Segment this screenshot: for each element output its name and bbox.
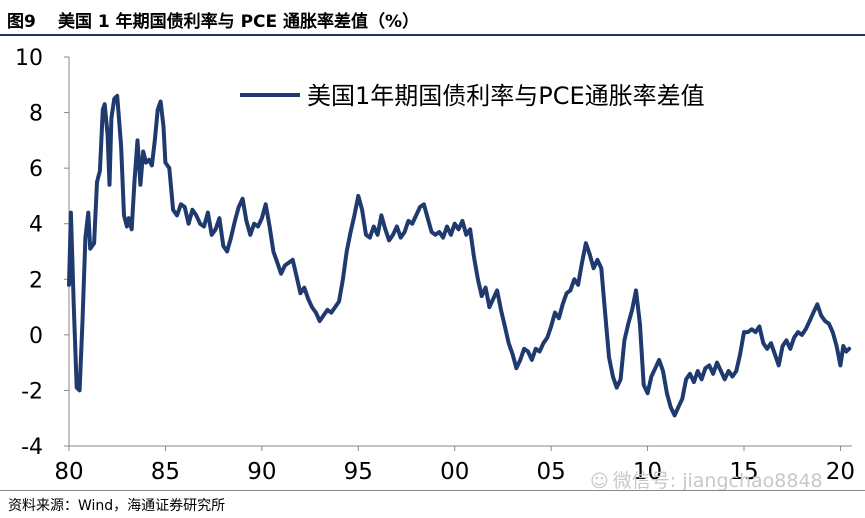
y-tick-label: 4	[29, 213, 43, 238]
wechat-icon: ☺	[590, 471, 609, 492]
y-tick-label: 10	[15, 46, 43, 71]
x-tick-label: 15	[729, 459, 758, 485]
y-axis: 10 8 6 4 2 0 -2 -4	[15, 46, 70, 460]
x-tick-label: 95	[344, 459, 373, 485]
source-note: 资料来源：Wind，海通证券研究所	[8, 498, 226, 514]
y-tick-label: 8	[29, 102, 43, 127]
y-tick-label: 0	[29, 324, 43, 349]
figure-title-bar: 图9 美国 1 年期国债利率与 PCE 通胀率差值（%）	[0, 0, 865, 34]
figure-title: 美国 1 年期国债利率与 PCE 通胀率差值（%）	[58, 12, 420, 32]
series-line	[67, 93, 852, 418]
wechat-watermark: ☺ 微信号: jiangchao8848	[590, 466, 823, 493]
series-layer	[67, 93, 852, 418]
x-tick-label: 00	[440, 459, 469, 485]
title-divider	[0, 34, 865, 36]
footer-divider	[0, 490, 865, 491]
y-tick-label: 2	[29, 268, 43, 293]
watermark-text: 微信号: jiangchao8848	[612, 470, 823, 492]
x-tick-label: 85	[151, 459, 180, 485]
y-tick-label: -2	[21, 379, 43, 404]
x-tick-label: 10	[633, 459, 662, 485]
y-tick-label: 6	[29, 157, 43, 182]
figure-label: 图9	[7, 12, 36, 32]
legend: 美国1年期国债利率与PCE通胀率差值	[240, 82, 705, 110]
x-axis: 80 85 90 95 00 05 10 15 20	[54, 445, 855, 485]
x-tick-label: 80	[54, 459, 83, 485]
x-tick-label: 20	[826, 459, 855, 485]
x-tick-label: 05	[537, 459, 566, 485]
legend-label: 美国1年期国债利率与PCE通胀率差值	[307, 82, 705, 110]
x-tick-label: 90	[247, 459, 276, 485]
y-tick-label: -4	[21, 435, 43, 460]
